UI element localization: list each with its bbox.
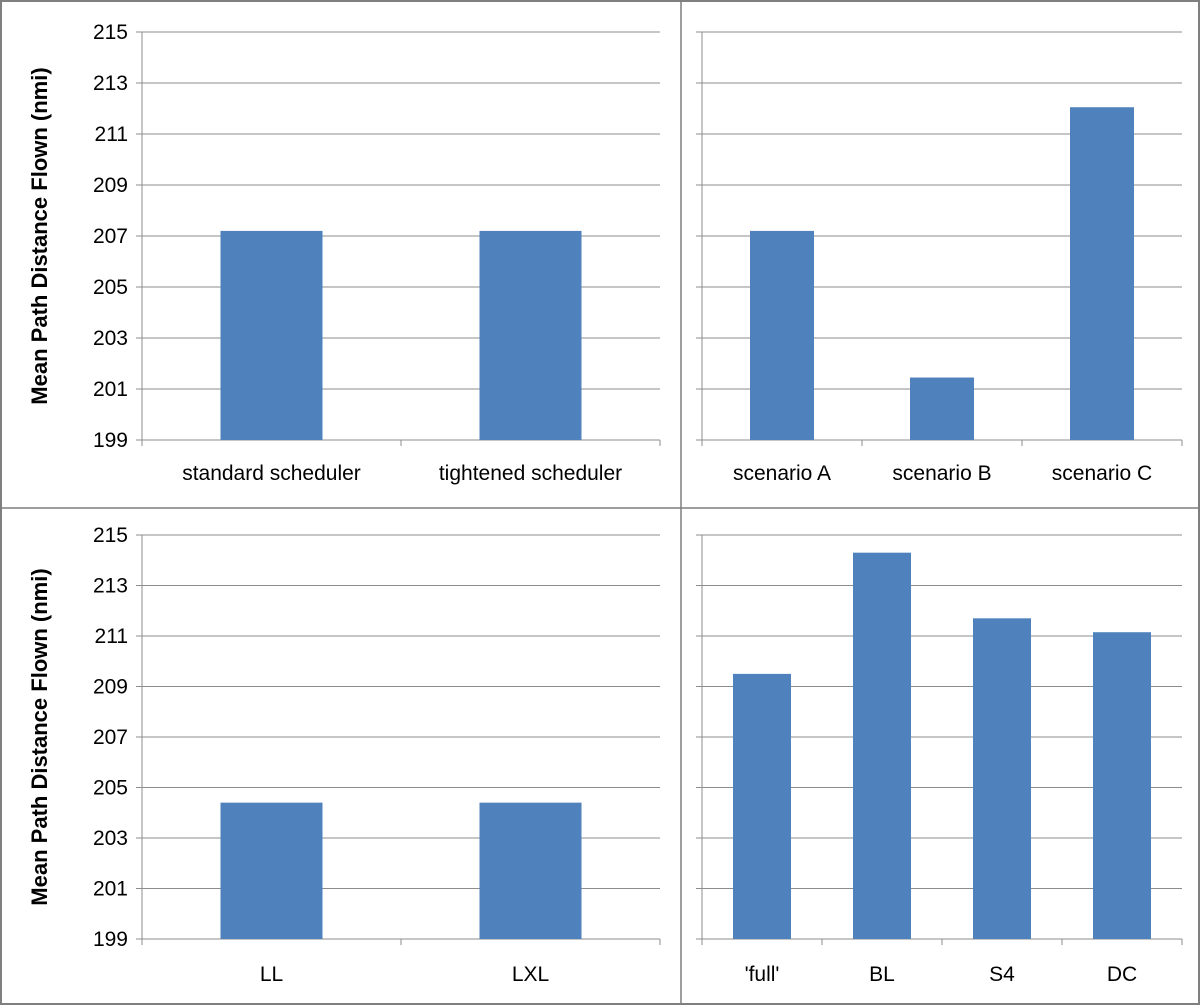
x-category-label: tightened scheduler	[439, 462, 622, 485]
y-tick-label: 209	[93, 676, 128, 699]
y-tick-label: 203	[93, 827, 128, 850]
x-category-label: scenario A	[733, 462, 831, 485]
y-tick-label: 213	[93, 575, 128, 598]
y-tick-label: 207	[93, 726, 128, 749]
x-category-label: LXL	[512, 963, 549, 986]
y-tick-label: 205	[93, 777, 128, 800]
x-category-label: BL	[869, 963, 895, 986]
panel-top-right: scenario A scenario B scenario C	[696, 31, 1183, 485]
x-category-label: LL	[260, 963, 283, 986]
y-tick-label: 215	[93, 524, 128, 547]
y-tick-label: 201	[93, 878, 128, 901]
y-tick-label: 207	[93, 225, 128, 248]
bar	[910, 377, 974, 440]
y-axis-title: Mean Path Distance Flown (nmi)	[27, 67, 52, 404]
x-category-label: DC	[1107, 963, 1137, 986]
y-tick-label: 211	[95, 123, 128, 146]
bar	[479, 230, 582, 440]
y-tick-label: 199	[93, 928, 128, 951]
y-tick-label: 215	[93, 21, 128, 44]
y-tick-label: 213	[93, 72, 128, 95]
bar	[973, 618, 1031, 939]
x-category-label: scenario C	[1052, 462, 1152, 485]
panel-bottom-left: 199 201 203 205 207 209 211 213 215 LL LXL Mean Pat…	[27, 524, 661, 986]
y-tick-label: 199	[93, 429, 128, 452]
y-tick-label: 209	[93, 174, 128, 197]
x-category-label: 'full'	[745, 963, 780, 986]
y-tick-label: 201	[93, 378, 128, 401]
bar	[220, 230, 323, 440]
y-tick-label: 211	[95, 625, 128, 648]
y-tick-label: 205	[93, 276, 128, 299]
y-tick-label: 203	[93, 327, 128, 350]
x-category-label: standard scheduler	[182, 462, 361, 485]
y-axis-title: Mean Path Distance Flown (nmi)	[27, 568, 52, 905]
panel-bottom-right: 'full' BL S4 DC	[696, 534, 1183, 986]
bar	[853, 552, 911, 939]
bar	[1093, 632, 1151, 939]
x-category-label: scenario B	[892, 462, 991, 485]
bar	[1070, 107, 1134, 440]
bar	[750, 230, 814, 440]
bar	[220, 802, 323, 939]
bar	[479, 802, 582, 939]
bar	[733, 673, 791, 939]
panel-top-left: 199 201 203 205 207 209 211 213 215 standard sche…	[27, 21, 661, 485]
x-category-label: S4	[989, 963, 1015, 986]
